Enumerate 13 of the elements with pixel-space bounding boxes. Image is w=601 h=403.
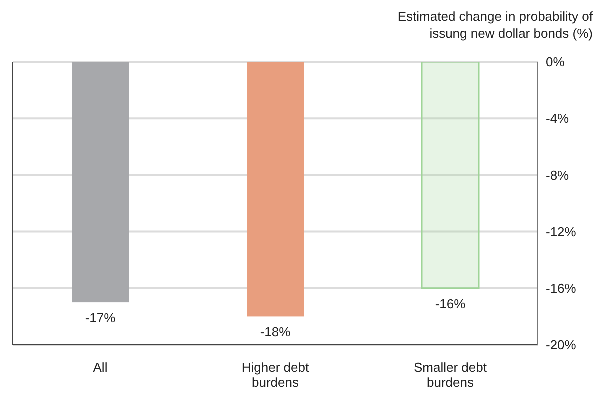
- x-tick-label: Smaller debt burdens: [414, 360, 488, 390]
- x-tick-label: Higher debt burdens: [242, 360, 310, 390]
- y-tick-label: -20%: [546, 338, 577, 353]
- y-tick-label: -12%: [546, 224, 577, 240]
- x-tick-label: All: [93, 360, 108, 376]
- y-tick-label: 0%: [546, 54, 566, 70]
- y-tick-label: -4%: [546, 111, 570, 126]
- data-label: -17%: [85, 310, 116, 326]
- data-label: -16%: [435, 296, 466, 312]
- data-label: -18%: [260, 324, 292, 340]
- y-tick-label: -16%: [546, 281, 577, 296]
- y-tick-label: -8%: [546, 168, 570, 183]
- y-axis-title: Estimated change in probability of issung new dollar bonds (%): [396, 8, 593, 42]
